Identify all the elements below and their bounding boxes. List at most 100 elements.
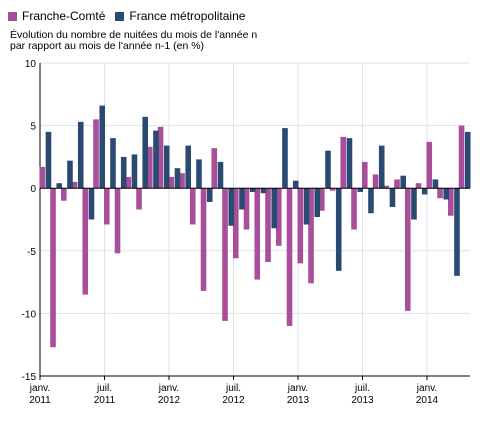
bar-franche-comte <box>103 188 110 225</box>
bar-franche-comte <box>318 188 325 211</box>
bar-france-metropolitaine <box>88 188 95 220</box>
x-tick-label-year: 2011 <box>29 395 51 406</box>
bar-franche-comte <box>82 188 89 295</box>
bar-france-metropolitaine <box>217 161 224 189</box>
bar-france-metropolitaine <box>357 188 364 192</box>
bar-franche-comte <box>243 188 250 230</box>
x-tick-label-month: juil. <box>225 383 241 394</box>
x-tick-label-month: janv. <box>29 383 50 394</box>
bar-franche-comte <box>200 188 207 291</box>
bar-france-metropolitaine <box>239 188 245 210</box>
bar-france-metropolitaine <box>228 188 235 226</box>
bar-franche-comte <box>146 146 153 189</box>
bar-franche-comte <box>232 188 239 259</box>
bar-france-metropolitaine <box>443 188 450 200</box>
legend: Franche-Comté France métropolitaine <box>8 9 245 23</box>
bar-france-metropolitaine <box>400 175 407 189</box>
bar-franche-comte <box>254 188 261 280</box>
bar-france-metropolitaine <box>314 188 321 217</box>
x-tick-label-month: juil. <box>96 383 112 394</box>
bar-france-metropolitaine <box>271 188 278 229</box>
bar-france-metropolitaine <box>99 105 106 189</box>
bar-france-metropolitaine <box>421 188 428 195</box>
x-tick-label-year: 2013 <box>351 395 374 406</box>
bar-franche-comte <box>60 188 67 201</box>
legend-swatch-franche-comte <box>8 11 17 21</box>
bar-france-metropolitaine <box>67 160 73 189</box>
bar-franche-comte <box>179 173 185 189</box>
bar-france-metropolitaine <box>56 183 63 189</box>
bar-france-metropolitaine <box>131 154 138 189</box>
bar-franche-comte <box>415 183 422 189</box>
legend-swatch-france-metropolitaine <box>115 11 125 21</box>
x-tick-label-month: janv. <box>158 383 179 394</box>
bar-france-metropolitaine <box>142 116 149 189</box>
bar-france-metropolitaine <box>464 131 471 189</box>
bar-france-metropolitaine <box>163 145 170 189</box>
y-tick-label: 10 <box>25 59 37 70</box>
bar-franche-comte <box>394 179 400 189</box>
bar-franche-comte <box>361 161 368 189</box>
y-tick-label: 0 <box>30 184 36 195</box>
chart-subtitle: Évolution du nombre de nuitées du mois d… <box>10 30 257 52</box>
x-tick-label-year: 2012 <box>222 395 245 406</box>
bar-france-metropolitaine <box>282 128 288 189</box>
bar-franche-comte <box>329 188 336 191</box>
x-tick-label-month: juil. <box>354 383 370 394</box>
bar-franche-comte <box>458 125 465 189</box>
x-tick-label-year: 2013 <box>287 395 310 406</box>
bar-france-metropolitaine <box>249 188 256 192</box>
bar-franche-comte <box>351 188 357 230</box>
bar-franche-comte <box>71 181 78 189</box>
bar-franche-comte <box>447 188 454 216</box>
bar-france-metropolitaine <box>153 130 159 189</box>
bar-franche-comte <box>308 188 314 284</box>
bar-france-metropolitaine <box>346 138 353 189</box>
x-tick-label-month: janv. <box>287 383 308 394</box>
bar-france-metropolitaine <box>174 168 181 189</box>
bar-france-metropolitaine <box>389 188 396 207</box>
bar-franche-comte <box>275 188 282 246</box>
bar-franche-comte <box>222 188 228 321</box>
bar-franche-comte <box>372 174 379 189</box>
bar-franche-comte <box>114 188 121 254</box>
subtitle-line-2: par rapport au mois de l'année n-1 (en %… <box>10 40 205 52</box>
legend-label-france-metropolitaine: France métropolitaine <box>129 9 246 23</box>
bar-france-metropolitaine <box>335 188 342 271</box>
bar-france-metropolitaine <box>411 188 417 220</box>
bar-franche-comte <box>136 188 142 210</box>
bar-franche-comte <box>437 188 443 199</box>
bar-franche-comte <box>297 188 304 264</box>
bar-france-metropolitaine <box>303 188 310 225</box>
x-tick-label-year: 2014 <box>416 395 439 406</box>
legend-label-franche-comte: Franche-Comté <box>22 9 106 23</box>
bar-france-metropolitaine <box>110 138 116 189</box>
legend-item-franche-comte: Franche-Comté <box>8 9 105 23</box>
bar-franche-comte <box>211 148 218 189</box>
y-tick-label: -10 <box>22 309 37 320</box>
bar-france-metropolitaine <box>260 188 267 194</box>
bar-franche-comte <box>189 188 196 225</box>
bar-franche-comte <box>93 119 99 189</box>
subtitle-line-1: Évolution du nombre de nuitées du mois d… <box>10 29 258 41</box>
bar-france-metropolitaine <box>292 180 299 189</box>
bar-franche-comte <box>265 188 271 263</box>
bar-franche-comte <box>168 176 175 189</box>
bar-france-metropolitaine <box>368 188 374 214</box>
bar-france-metropolitaine <box>196 159 202 189</box>
bar-france-metropolitaine <box>185 145 192 189</box>
bar-france-metropolitaine <box>325 150 331 189</box>
bar-franche-comte <box>157 126 164 189</box>
y-tick-label: 5 <box>30 122 36 133</box>
legend-item-france-metropolitaine: France métropolitaine <box>115 9 245 23</box>
bar-france-metropolitaine <box>432 179 439 189</box>
bar-france-metropolitaine <box>206 188 213 202</box>
y-tick-label: -5 <box>27 247 36 258</box>
x-tick-label-year: 2011 <box>94 395 116 406</box>
bar-franche-comte <box>286 188 293 326</box>
x-tick-label-year: 2012 <box>158 395 181 406</box>
bar-franche-comte <box>426 141 433 189</box>
bar-franche-comte <box>39 166 46 189</box>
